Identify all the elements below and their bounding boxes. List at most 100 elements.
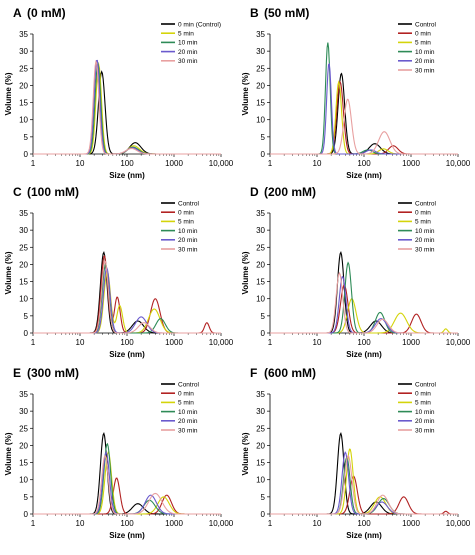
legend-label: 20 min [178, 237, 198, 244]
x-tick-label: 10,000 [209, 159, 234, 168]
panel-title: (50 mM) [264, 6, 309, 20]
y-axis-title: Volume (%) [241, 72, 250, 115]
series-line-5-min [270, 80, 458, 155]
legend-label: 10 min [178, 228, 198, 235]
panel-label: F [250, 366, 257, 380]
x-tick-label: 100 [120, 519, 134, 528]
y-tick-label: 10 [256, 116, 265, 125]
legend-label: 5 min [178, 219, 194, 226]
y-axis-title: Volume (%) [241, 432, 250, 475]
legend-label: 20 min [415, 418, 435, 425]
series-line-5-min [270, 448, 458, 515]
y-tick-label: 0 [261, 329, 266, 338]
y-tick-label: 10 [256, 295, 265, 304]
panel-title: (200 mM) [264, 185, 316, 199]
series-line-10-min [33, 61, 221, 155]
x-tick-label: 10 [313, 519, 322, 528]
x-tick-label: 100 [357, 159, 371, 168]
series-line-0-min [270, 80, 458, 155]
y-tick-label: 15 [256, 459, 265, 468]
y-tick-label: 20 [19, 260, 28, 269]
x-tick-label: 1000 [402, 159, 420, 168]
y-tick-label: 15 [256, 99, 265, 108]
y-tick-label: 15 [256, 278, 265, 287]
panel-label: E [13, 366, 21, 380]
x-tick-label: 10,000 [446, 338, 471, 347]
y-tick-label: 25 [19, 243, 28, 252]
y-tick-label: 35 [256, 30, 265, 39]
y-tick-label: 0 [261, 510, 266, 519]
panel-d: D (200 mM) 0 5 10 15 20 25 30 35 1 10 100 1000 10,000 S… [241, 185, 471, 359]
legend-label: 10 min [415, 49, 435, 56]
y-tick-label: 15 [19, 459, 28, 468]
y-tick-label: 30 [256, 47, 265, 56]
series-line-20-min [33, 451, 221, 515]
y-tick-label: 25 [256, 424, 265, 433]
y-tick-label: 5 [261, 312, 266, 321]
x-tick-label: 1000 [165, 338, 183, 347]
series-line-10-min [270, 456, 458, 515]
legend-label: 5 min [415, 219, 431, 226]
legend-label: 0 min [415, 391, 431, 398]
series-line-30-min [33, 455, 221, 515]
legend-label: 5 min [415, 400, 431, 407]
series-line-30-min [33, 59, 221, 155]
x-tick-label: 10 [76, 519, 85, 528]
series-line-30-min [270, 454, 458, 515]
panel-b: B (50 mM) 0 5 10 15 20 25 30 35 1 10 100 1000 10,000 Si… [241, 6, 471, 180]
series-line-5-min [33, 451, 221, 515]
legend-label: 10 min [415, 409, 435, 416]
legend-label: 30 min [178, 427, 198, 434]
y-tick-label: 30 [256, 407, 265, 416]
legend-label: Control [178, 200, 200, 207]
y-tick-label: 0 [24, 329, 29, 338]
series-line-10-min [33, 263, 221, 334]
x-tick-label: 1 [268, 519, 273, 528]
x-tick-label: 1000 [165, 159, 183, 168]
panel-label: B [250, 6, 259, 20]
legend-label: Control [415, 200, 437, 207]
y-tick-label: 20 [256, 81, 265, 90]
x-tick-label: 1000 [165, 519, 183, 528]
series-line-10-min [33, 442, 221, 515]
series-line-0-min [33, 477, 221, 515]
legend-label: 0 min [415, 210, 431, 217]
panel-title: (300 mM) [27, 366, 79, 380]
y-axis-title: Volume (%) [4, 251, 13, 294]
x-tick-label: 10 [313, 159, 322, 168]
legend-label: 20 min [178, 418, 198, 425]
x-tick-label: 1 [31, 159, 36, 168]
x-tick-label: 10,000 [209, 338, 234, 347]
y-tick-label: 35 [256, 390, 265, 399]
panel-title: (0 mM) [27, 6, 66, 20]
x-tick-label: 10,000 [209, 519, 234, 528]
legend-label: 0 min (Control) [178, 21, 221, 28]
legend-label: 10 min [415, 228, 435, 235]
x-tick-label: 1000 [402, 519, 420, 528]
series-line-20-min [33, 266, 221, 334]
x-axis-title: Size (nm) [109, 531, 145, 540]
legend-label: 10 min [178, 409, 198, 416]
panel-title: (600 mM) [264, 366, 316, 380]
y-tick-label: 30 [19, 407, 28, 416]
series-line-20-min [270, 275, 458, 334]
panel-a: A (0 mM) 0 5 10 15 20 25 30 35 1 10 100 1000 10,000 Siz… [4, 6, 234, 180]
x-tick-label: 100 [357, 338, 371, 347]
legend-label: 20 min [415, 58, 435, 65]
x-tick-label: 1 [31, 338, 36, 347]
panel-c: C (100 mM) 0 5 10 15 20 25 30 35 1 10 100 1000 10,000 S… [4, 185, 234, 359]
panel-title: (100 mM) [27, 185, 79, 199]
series-line-control [270, 251, 458, 334]
series-line-control [270, 72, 458, 155]
series-line-control [33, 432, 221, 515]
x-tick-label: 100 [120, 338, 134, 347]
panel-e: E (300 mM) 0 5 10 15 20 25 30 35 1 10 100 1000 10,000 S… [4, 366, 234, 540]
y-tick-label: 20 [19, 441, 28, 450]
series-line-30-min [270, 271, 458, 334]
legend-label: 30 min [415, 246, 435, 253]
series-line-0-min [33, 254, 221, 334]
y-tick-label: 15 [19, 99, 28, 108]
series-line-30-min [270, 98, 458, 155]
